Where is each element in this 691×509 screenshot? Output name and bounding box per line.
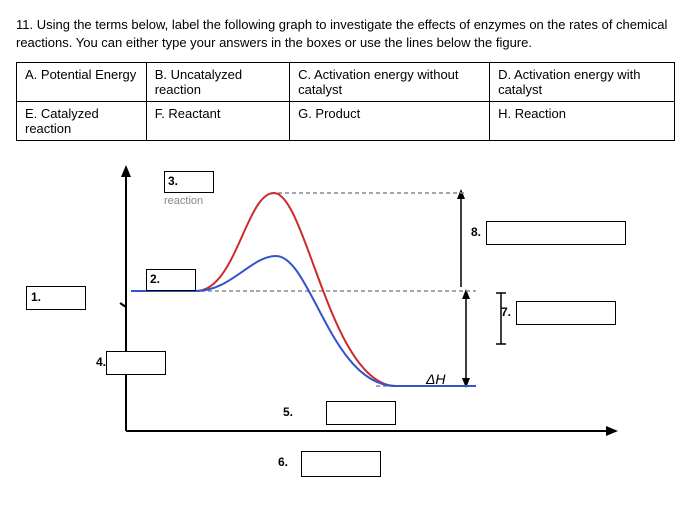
label-3: 3. xyxy=(168,174,178,188)
label-4: 4. xyxy=(96,355,106,369)
terms-table: A. Potential Energy B. Uncatalyzed react… xyxy=(16,62,675,141)
label-2: 2. xyxy=(150,272,160,286)
table-row: A. Potential Energy B. Uncatalyzed react… xyxy=(17,63,675,102)
label-6: 6. xyxy=(278,455,288,469)
label-7: 7. xyxy=(501,305,511,319)
term-d: D. Activation energy with catalyst xyxy=(490,63,675,102)
term-a: A. Potential Energy xyxy=(17,63,147,102)
answer-box-4[interactable] xyxy=(106,351,166,375)
answer-box-7[interactable] xyxy=(516,301,616,325)
ghost-text: reaction xyxy=(164,195,203,207)
table-row: E. Catalyzed reaction F. Reactant G. Pro… xyxy=(17,102,675,141)
term-b: B. Uncatalyzed reaction xyxy=(146,63,289,102)
term-f: F. Reactant xyxy=(146,102,289,141)
label-5: 5. xyxy=(283,405,293,419)
term-h: H. Reaction xyxy=(490,102,675,141)
answer-box-5[interactable] xyxy=(326,401,396,425)
label-8: 8. xyxy=(471,225,481,239)
question-prompt: 11. Using the terms below, label the fol… xyxy=(16,16,675,52)
answer-box-8[interactable] xyxy=(486,221,626,245)
answer-box-6[interactable] xyxy=(301,451,381,477)
graph-area: 1. 2. 3. reaction 4. 5. 6. 7. 8. ΔH xyxy=(26,161,666,491)
label-1: 1. xyxy=(31,290,41,304)
term-c: C. Activation energy without catalyst xyxy=(290,63,490,102)
delta-h-label: ΔH xyxy=(426,371,446,387)
question-body: Using the terms below, label the followi… xyxy=(16,17,667,50)
question-number: 11. xyxy=(16,17,33,32)
term-e: E. Catalyzed reaction xyxy=(17,102,147,141)
term-g: G. Product xyxy=(290,102,490,141)
